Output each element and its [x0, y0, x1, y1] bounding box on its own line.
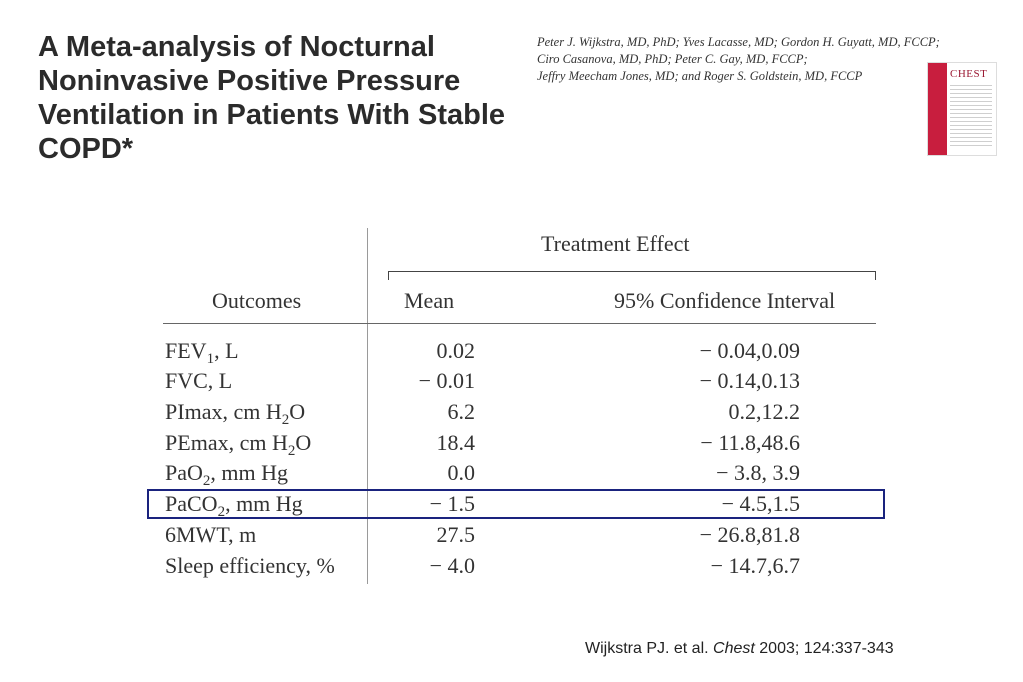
- outcome-sub: 2: [281, 412, 290, 428]
- article-title: A Meta-analysis of Nocturnal Noninvasive…: [38, 31, 506, 165]
- treatment-effect-bracket: [388, 271, 876, 280]
- table-row: PaCO2, mm Hg − 1.5 − 4.5,1.5: [0, 491, 1023, 521]
- outcome-pre: P: [165, 399, 178, 424]
- mean-cell: 0.02: [436, 338, 476, 363]
- outcome-sub: 2: [217, 504, 226, 520]
- outcome-post: , mm Hg: [225, 491, 303, 516]
- cover-text-lines: [950, 85, 992, 149]
- table-row: FEV1, L 0.02 − 0.04,0.09: [0, 338, 1023, 368]
- table-row: FVC, L − 0.01 − 0.14,0.13: [0, 368, 1023, 398]
- ci-cell: − 14.7,6.7: [710, 553, 800, 578]
- citation-details: 2003; 124:337-343: [759, 640, 894, 657]
- outcome-pre: 6MWT, m: [165, 522, 257, 547]
- outcome-sc: CO: [187, 491, 218, 516]
- mean-cell: 18.4: [436, 430, 476, 455]
- table-vertical-rule: [367, 228, 368, 584]
- ci-cell: − 0.14,0.13: [699, 368, 800, 393]
- ci-cell: − 0.04,0.09: [699, 338, 800, 363]
- journal-cover-thumbnail: CHEST: [927, 62, 997, 156]
- outcome-pre: FEV: [165, 338, 207, 363]
- outcome-post: O: [295, 430, 312, 455]
- treatment-effect-header: Treatment Effect: [541, 231, 690, 256]
- ci-cell: 0.2,12.2: [728, 399, 801, 424]
- outcome-cell: PaCO2, mm Hg: [165, 491, 303, 521]
- outcome-cell: PEmax, cm H2O: [165, 430, 311, 460]
- outcome-sub: 1: [206, 351, 215, 367]
- mean-cell: − 0.01: [418, 368, 475, 393]
- outcome-sub: 2: [287, 443, 296, 459]
- mean-cell: − 1.5: [429, 491, 475, 516]
- outcome-sc: O: [187, 460, 203, 485]
- mean-header: Mean: [404, 288, 455, 313]
- outcome-pre: Sleep efficiency, %: [165, 553, 335, 578]
- outcome-pre: Pa: [165, 460, 187, 485]
- citation-journal: Chest: [713, 640, 755, 657]
- mean-cell: 27.5: [436, 522, 476, 547]
- table-row: Sleep efficiency, % − 4.0 − 14.7,6.7: [0, 553, 1023, 583]
- author-line: Jeffry Meecham Jones, MD; and Roger S. G…: [537, 69, 863, 83]
- mean-cell: 0.0: [447, 460, 476, 485]
- outcome-cell: FEV1, L: [165, 338, 239, 368]
- table-row: 6MWT, m 27.5 − 26.8,81.8: [0, 522, 1023, 552]
- table-row: PEmax, cm H2O 18.4 − 11.8,48.6: [0, 430, 1023, 460]
- ci-cell: − 26.8,81.8: [699, 522, 800, 547]
- outcome-pre: FVC, L: [165, 368, 233, 393]
- table-row: PaO2, mm Hg 0.0 − 3.8, 3.9: [0, 460, 1023, 490]
- author-line: Peter J. Wijkstra, MD, PhD; Yves Lacasse…: [537, 35, 940, 49]
- outcome-sub: 2: [202, 473, 211, 489]
- author-list: Peter J. Wijkstra, MD, PhD; Yves Lacasse…: [537, 34, 1007, 85]
- ci-cell: − 11.8,48.6: [700, 430, 800, 455]
- citation: Wijkstra PJ. et al. Chest 2003; 124:337-…: [585, 640, 894, 658]
- outcome-sc: I: [177, 399, 185, 424]
- outcomes-header: Outcomes: [212, 288, 302, 313]
- outcome-post: , mm Hg: [210, 460, 289, 485]
- highlight-box: [147, 489, 885, 519]
- outcome-mid: max, cm H: [184, 399, 282, 424]
- ci-cell: − 3.8, 3.9: [716, 460, 800, 485]
- outcome-cell: PaO2, mm Hg: [165, 460, 288, 490]
- outcome-mid: max, cm H: [190, 430, 288, 455]
- outcome-post: O: [289, 399, 306, 424]
- table-header-rule: [163, 323, 876, 324]
- outcome-pre: Pa: [165, 491, 187, 516]
- ci-cell: − 4.5,1.5: [721, 491, 800, 516]
- citation-authors: Wijkstra PJ. et al.: [585, 640, 709, 657]
- table-row: PImax, cm H2O 6.2 0.2,12.2: [0, 399, 1023, 429]
- cover-brand: CHEST: [950, 68, 988, 80]
- outcome-post: , L: [214, 338, 239, 363]
- outcome-cell: Sleep efficiency, %: [165, 553, 335, 579]
- mean-cell: − 4.0: [429, 553, 475, 578]
- mean-cell: 6.2: [447, 399, 476, 424]
- outcome-cell: PImax, cm H2O: [165, 399, 305, 429]
- author-line: Ciro Casanova, MD, PhD; Peter C. Gay, MD…: [537, 52, 808, 66]
- outcome-cell: FVC, L: [165, 368, 232, 394]
- outcome-sc: E: [177, 430, 191, 455]
- outcome-pre: P: [165, 430, 178, 455]
- cover-spine: [928, 63, 947, 155]
- outcome-cell: 6MWT, m: [165, 522, 256, 548]
- ci-header: 95% Confidence Interval: [614, 288, 836, 313]
